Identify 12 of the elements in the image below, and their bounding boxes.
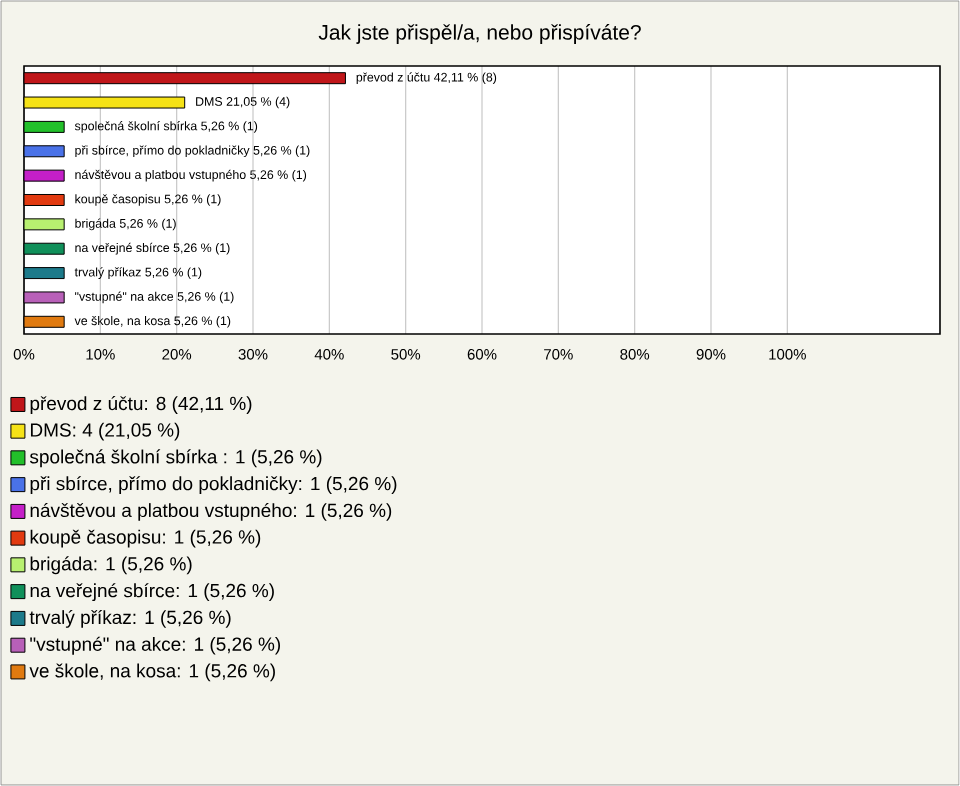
legend-label: při sbírce, přímo do pokladničky: 1 (5,26 %) bbox=[30, 476, 397, 495]
legend-label: "vstupné" na akce: 1 (5,26 %) bbox=[30, 636, 281, 655]
legend-label: společná školní sbírka : 1 (5,26 %) bbox=[29, 449, 322, 468]
legend-label: na veřejné sbírce: 1 (5,26 %) bbox=[30, 583, 274, 602]
legend-label: koupě časopisu: 1 (5,26 %) bbox=[30, 529, 261, 548]
legend-label: převod z účtu: 8 (42,11 %) bbox=[30, 395, 252, 414]
legend-label: návštěvou a platbou vstupného: 1 (5,26 %) bbox=[30, 502, 392, 521]
legend-label: trvalý příkaz: 1 (5,26 %) bbox=[29, 609, 231, 628]
legend-label: brigáda: 1 (5,26 %) bbox=[30, 556, 192, 575]
legend-label: DMS: 4 (21,05 %) bbox=[30, 422, 180, 441]
legend-label: ve škole, na kosa: 1 (5,26 %) bbox=[29, 663, 275, 682]
chart-title: Jak jste přispěl/a, nebo přispíváte? bbox=[318, 24, 641, 44]
